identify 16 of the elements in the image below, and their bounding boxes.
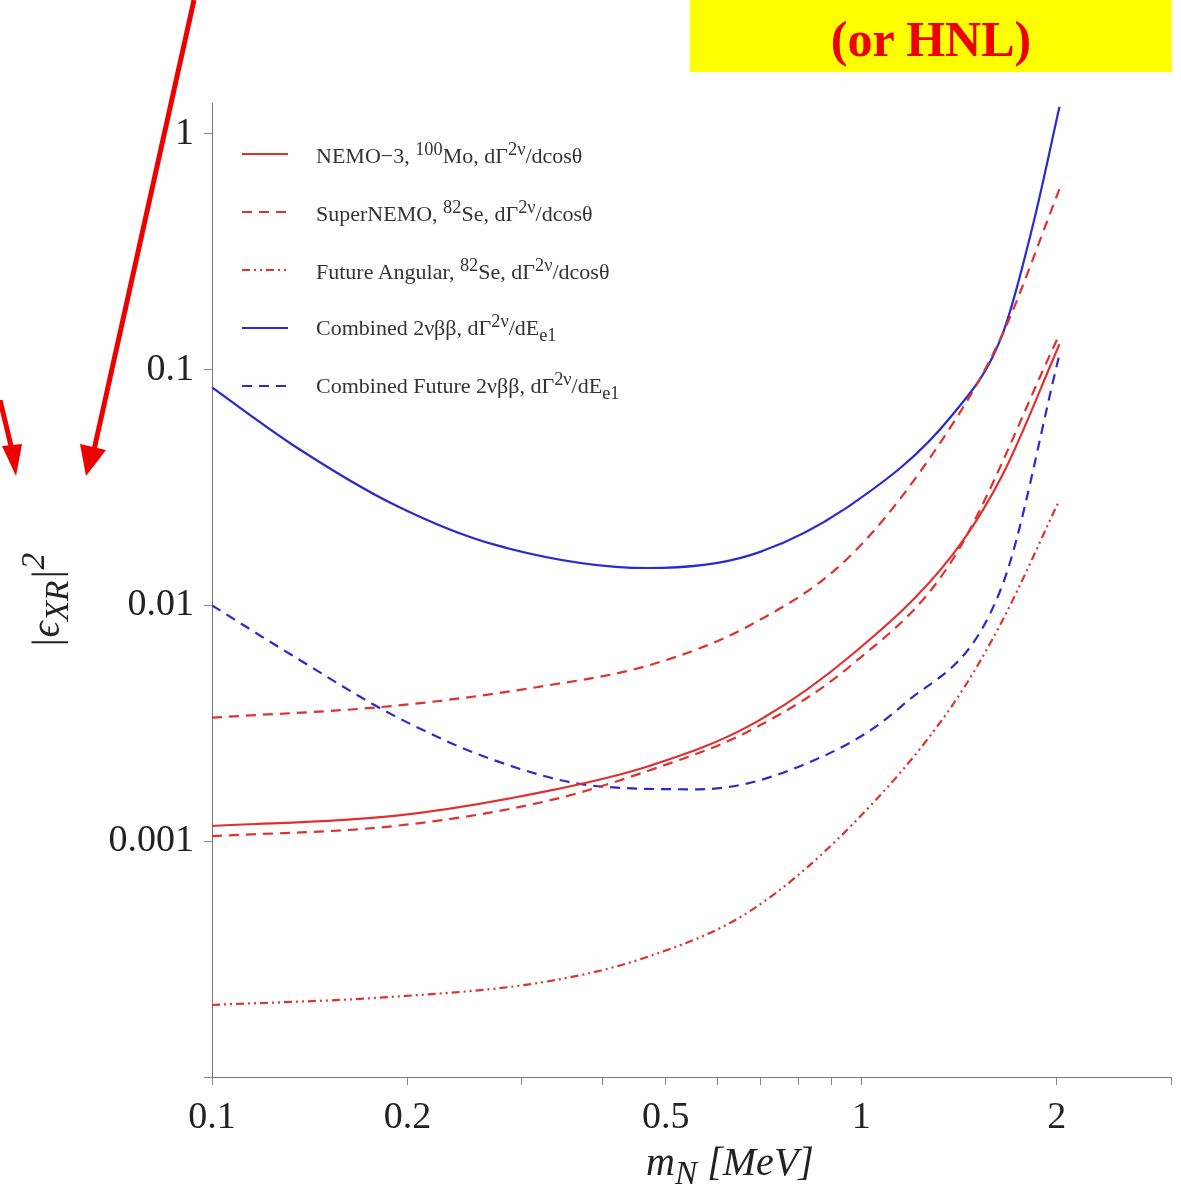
x-tick-label: 0.5 — [642, 1093, 690, 1136]
legend-label: NEMO−3, $^{100}$Mo, dΓ$^{2ν}$/dcosθ — [316, 138, 583, 170]
x-tick-label: 1 — [851, 1093, 871, 1136]
x-axis-title: m$_{N}$ [MeV] — [645, 1138, 815, 1192]
legend-label: Future Angular, $^{82}$Se, dΓ$^{2ν}$/dcosθ — [316, 254, 610, 286]
legend-label: SuperNEMO, $^{82}$Se, dΓ$^{2ν}$/dcosθ — [316, 196, 593, 228]
x-tick-label: 0.2 — [383, 1093, 432, 1136]
y-tick-label: 0.001 — [108, 817, 194, 860]
legend-label: Combined 2νββ, dΓ$^{2ν}$/dE$_{e1}$ — [316, 310, 557, 346]
text: (or HNL) — [830, 10, 1032, 68]
x-tick-label: 0.1 — [188, 1093, 236, 1136]
y-tick-label: 0.01 — [127, 581, 194, 624]
y-tick-label: 0.1 — [146, 345, 194, 388]
y-tick-label: 1 — [175, 109, 194, 152]
x-tick-label: 2 — [1047, 1093, 1067, 1136]
legend-label: Combined Future 2νββ, dΓ$^{2ν}$/dE$_{e1}$ — [316, 368, 620, 404]
